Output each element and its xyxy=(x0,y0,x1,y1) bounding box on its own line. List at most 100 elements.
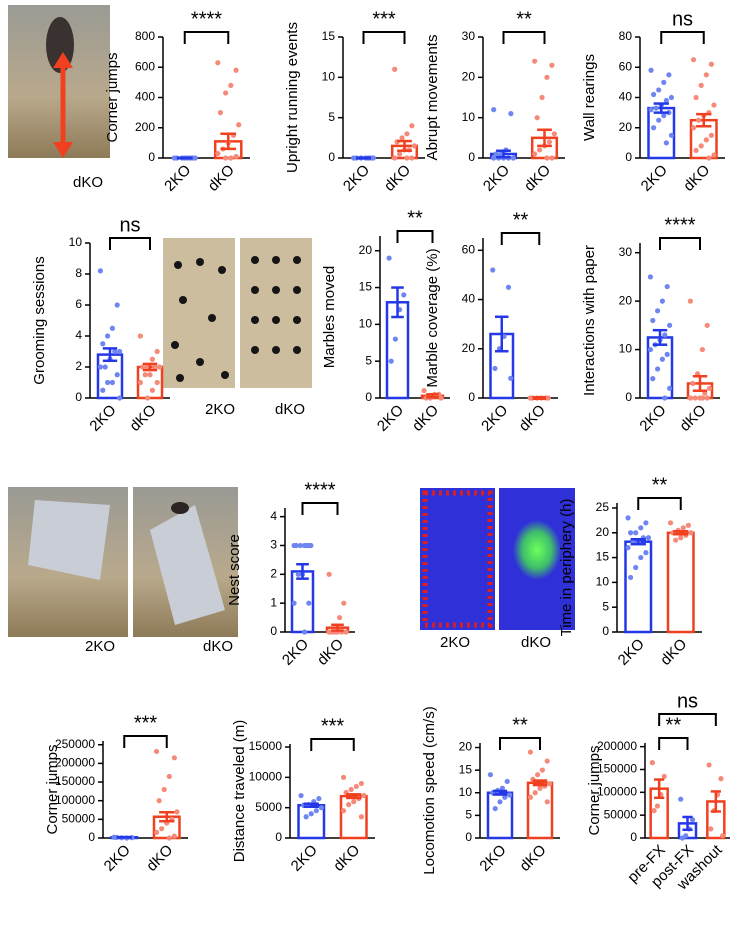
y-tick-label: 200 xyxy=(135,120,155,134)
x-tick-label: 2KO xyxy=(476,842,509,875)
x-tick-label: 2KO xyxy=(615,636,648,669)
data-point xyxy=(673,537,679,543)
data-point xyxy=(392,336,398,342)
data-point xyxy=(696,117,702,123)
mouse-photo: dKO xyxy=(8,5,110,191)
data-point xyxy=(233,153,239,160)
data-point xyxy=(544,155,550,161)
panel: 0 5 10 15 20 Locomotion speed (cm/s) 2KO dKO ** xyxy=(421,706,560,875)
data-point xyxy=(698,82,704,88)
bar xyxy=(666,531,695,634)
significance-label: ns xyxy=(677,690,698,712)
y-tick-label: 200000 xyxy=(597,739,637,753)
data-point xyxy=(532,58,538,64)
y-tick-label: 60 xyxy=(462,242,476,256)
x-tick-label: dKO xyxy=(126,402,159,435)
y-tick-label: 15 xyxy=(596,550,610,564)
data-point xyxy=(166,835,172,841)
y-tick-label: 10 xyxy=(359,317,373,331)
bar xyxy=(297,804,326,840)
data-point xyxy=(386,255,392,261)
data-point xyxy=(628,574,634,581)
data-point xyxy=(678,796,684,802)
y-tick-label: 5 xyxy=(365,353,372,367)
data-point xyxy=(302,629,308,635)
x-tick-label: 2KO xyxy=(86,402,119,435)
data-point xyxy=(404,131,410,137)
significance-bracket xyxy=(637,497,682,510)
data-point xyxy=(117,348,123,355)
y-axis-label: Corner jumps xyxy=(586,745,603,835)
y-tick-label: 5 xyxy=(602,599,609,613)
significance-bracket xyxy=(123,735,168,748)
significance-label: *** xyxy=(372,8,396,30)
y-tick-label: 25 xyxy=(596,500,610,514)
data-point xyxy=(537,785,543,791)
data-point xyxy=(421,388,427,394)
y-tick-label: 0 xyxy=(602,624,609,638)
data-point xyxy=(549,62,555,68)
y-tick-label: 10 xyxy=(322,70,336,84)
y-tick-label: 20 xyxy=(619,293,633,307)
data-point xyxy=(502,794,508,800)
data-point xyxy=(685,522,692,528)
significance-bracket xyxy=(109,237,151,250)
data-point xyxy=(492,805,498,812)
x-tick-label: dKO xyxy=(516,402,549,435)
data-point xyxy=(100,387,106,393)
x-tick-label: 2KO xyxy=(279,636,312,669)
data-point xyxy=(690,125,697,131)
y-axis-label: Marbles moved xyxy=(321,266,338,369)
y-tick-label: 4 xyxy=(75,328,82,342)
data-point xyxy=(662,332,668,338)
data-point xyxy=(704,322,710,328)
y-tick-label: 200000 xyxy=(55,756,95,770)
significance-label: ** xyxy=(512,714,528,736)
data-point xyxy=(358,814,364,820)
data-point xyxy=(217,110,224,116)
data-point xyxy=(666,72,672,78)
image-label: dKO xyxy=(275,401,305,418)
data-point xyxy=(492,365,498,372)
data-point xyxy=(655,308,661,314)
y-axis-label: Upright running events xyxy=(284,22,301,173)
data-point xyxy=(650,317,656,324)
data-point xyxy=(105,379,111,386)
data-point xyxy=(706,762,712,768)
data-point xyxy=(546,139,553,145)
x-tick-label: 2KO xyxy=(480,162,513,195)
panel: 0 10 20 30 Abrupt movements 2KO dKO ** xyxy=(424,8,565,195)
y-tick-label: 5 xyxy=(328,110,335,124)
data-point xyxy=(661,113,667,119)
y-tick-label: 20 xyxy=(459,740,473,754)
x-tick-label: 2KO xyxy=(478,402,511,435)
y-tick-label: 15000 xyxy=(249,739,283,753)
significance-bracket xyxy=(658,737,689,750)
data-point xyxy=(659,356,666,362)
y-tick-label: 80 xyxy=(619,29,633,43)
data-point xyxy=(680,525,686,531)
data-point xyxy=(153,829,160,836)
data-point xyxy=(399,135,405,141)
data-point xyxy=(536,147,543,153)
data-point xyxy=(215,60,221,66)
data-point xyxy=(499,785,505,791)
y-axis-label: Corner jumps xyxy=(44,744,61,834)
significance-label: ** xyxy=(666,714,682,736)
data-point xyxy=(711,152,717,158)
x-tick-label: 2KO xyxy=(638,162,671,195)
data-point xyxy=(340,774,347,780)
data-point xyxy=(708,61,715,67)
data-point xyxy=(112,348,118,355)
significance-bracket xyxy=(183,31,230,44)
data-point xyxy=(137,379,143,386)
data-point xyxy=(510,155,516,161)
data-point xyxy=(361,792,367,799)
significance-label: *** xyxy=(134,712,158,734)
image-label: 2KO xyxy=(205,401,235,418)
data-point xyxy=(236,122,242,128)
y-axis-label: Wall rearings xyxy=(581,54,598,141)
significance-label: *** xyxy=(321,715,345,737)
